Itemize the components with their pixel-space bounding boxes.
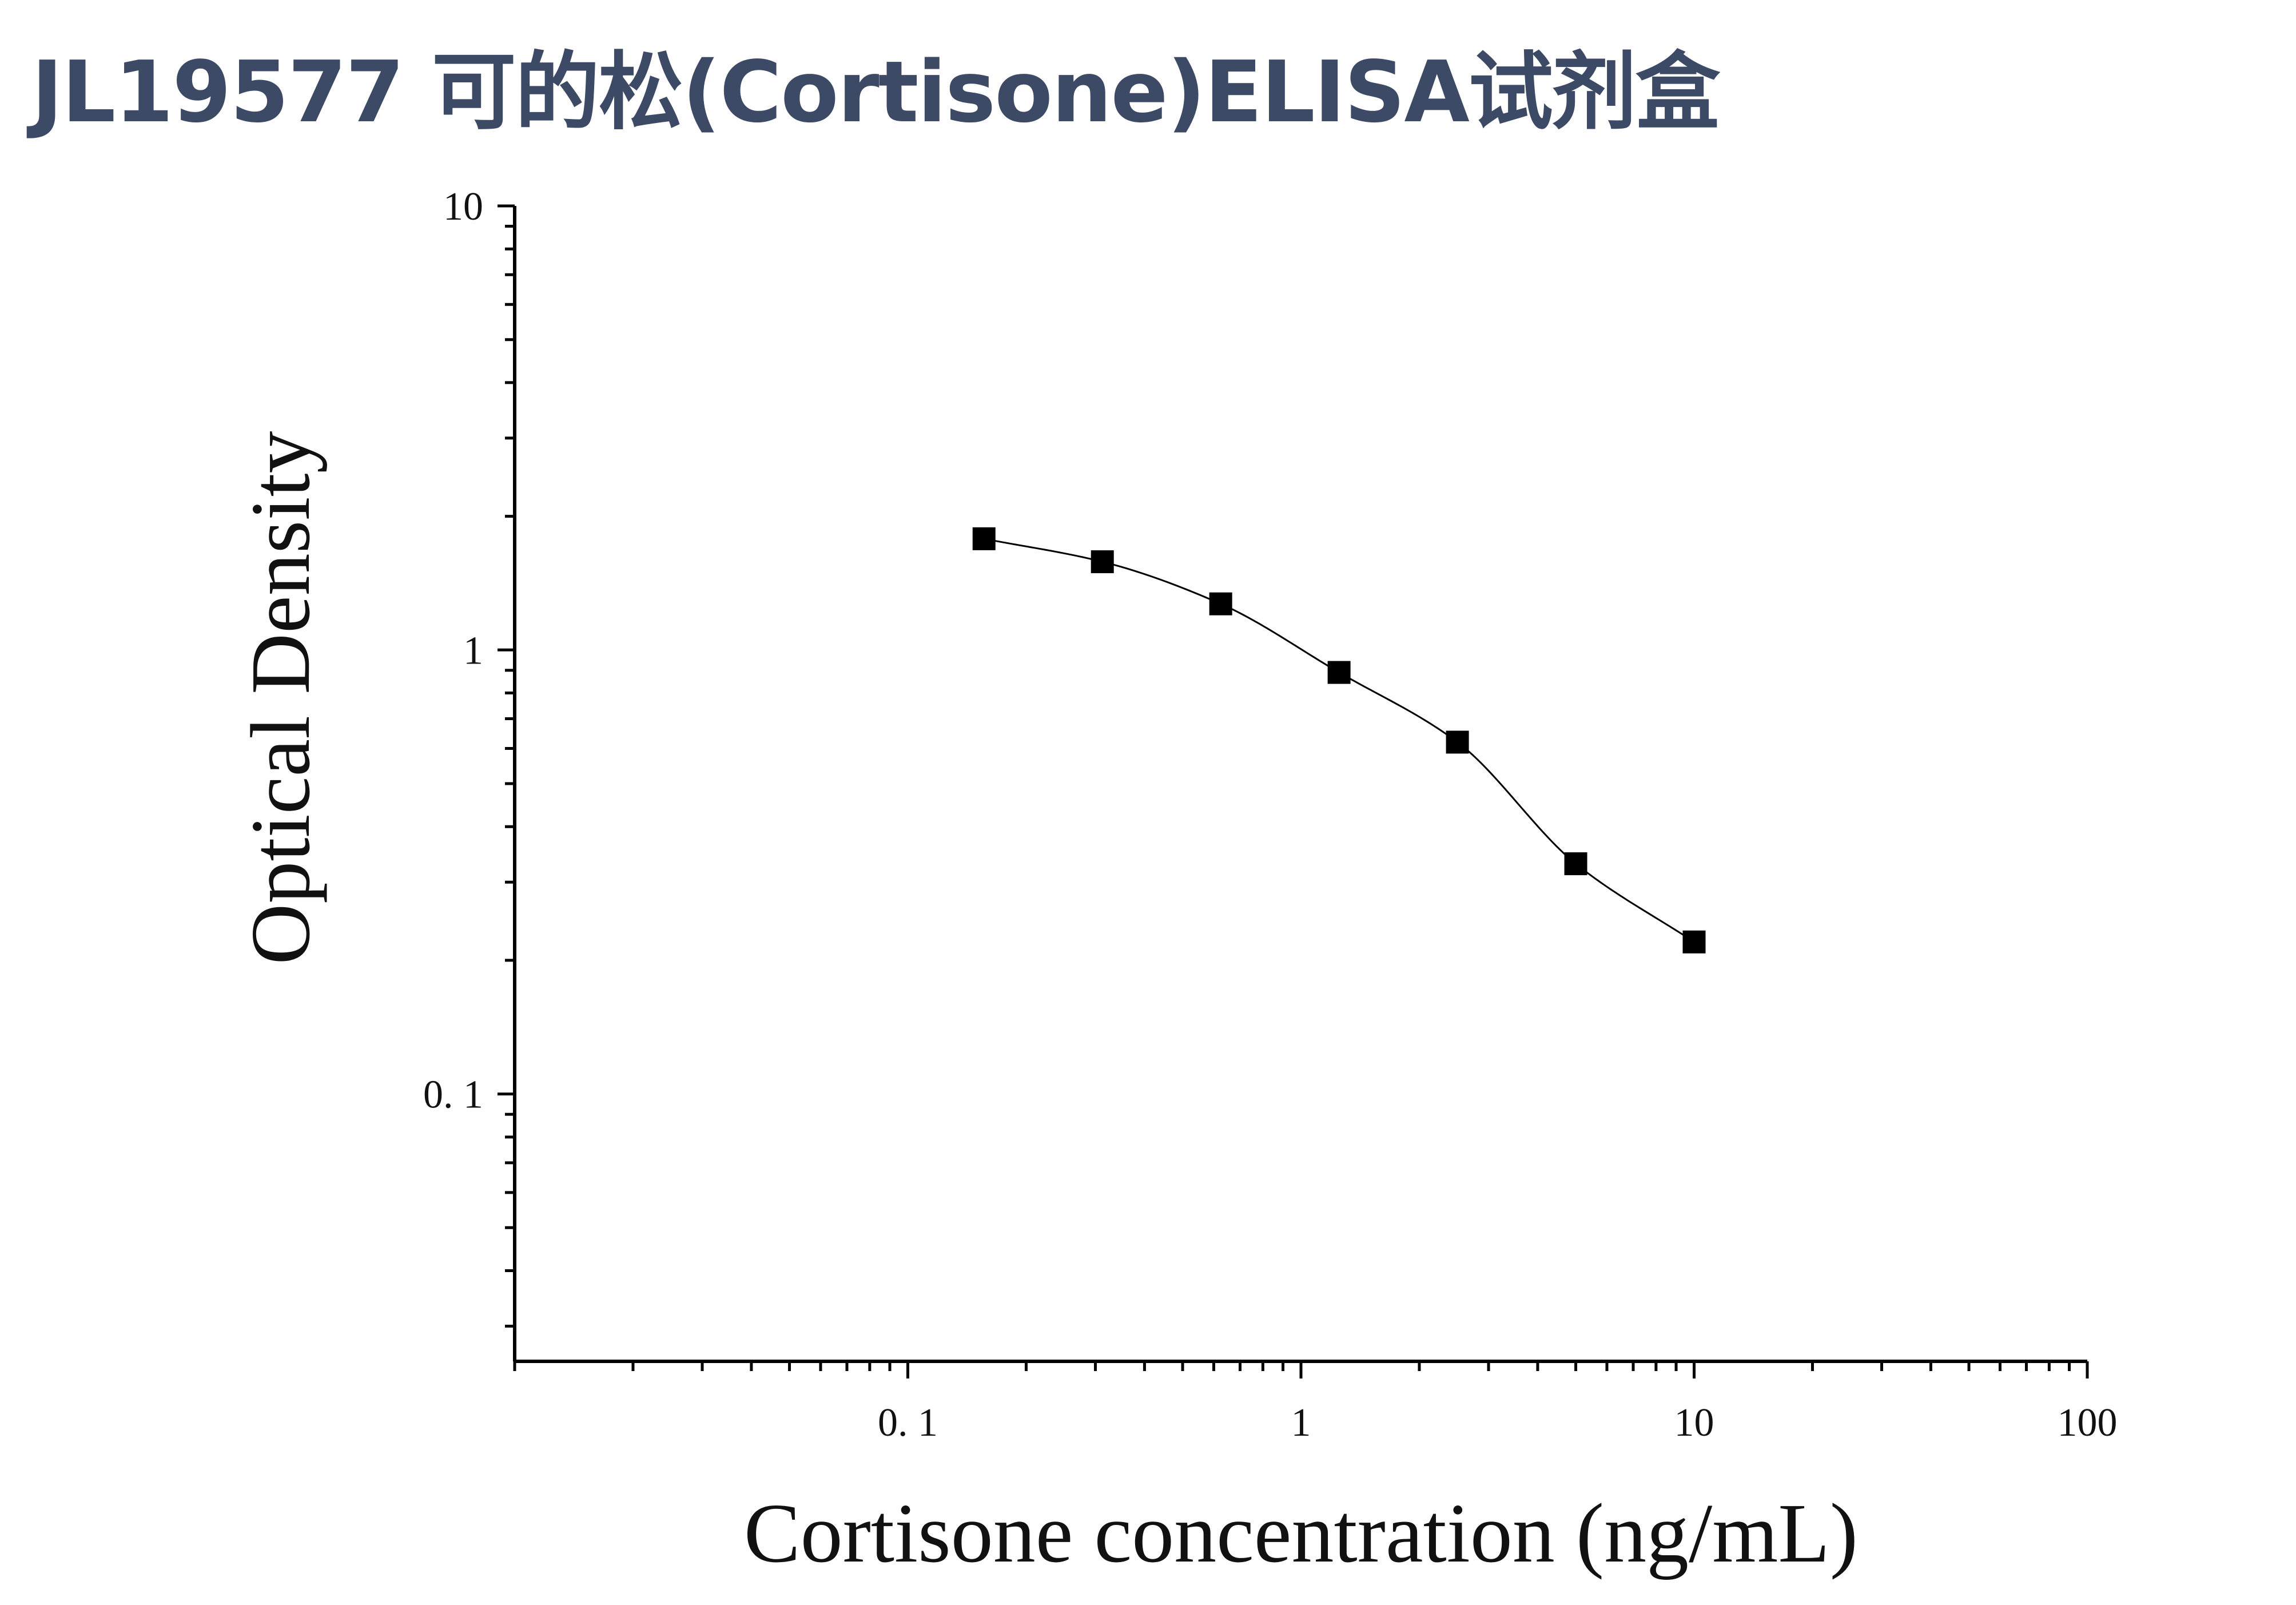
x-tick-label: 10 bbox=[1674, 1401, 1714, 1445]
data-point bbox=[1327, 661, 1351, 684]
x-tick-label: 0. 1 bbox=[878, 1401, 938, 1445]
y-tick-label: 0. 1 bbox=[423, 1073, 483, 1117]
page-title: JL19577 可的松(Cortisone)ELISA试剂盒 bbox=[31, 43, 1720, 141]
data-point bbox=[1091, 550, 1114, 574]
data-point bbox=[1209, 592, 1232, 615]
chart-axes bbox=[513, 206, 2087, 1363]
data-point bbox=[1446, 730, 1469, 754]
data-point bbox=[972, 527, 996, 550]
x-tick-label: 1 bbox=[1291, 1401, 1311, 1445]
fit-curve bbox=[984, 538, 1695, 943]
y-axis-label: Optical Density bbox=[234, 431, 328, 964]
y-tick-label: 10 bbox=[443, 185, 483, 229]
fit-curve-group bbox=[984, 538, 1695, 943]
chart-ticks: 0. 1 1 10 100 0. 1 1 10 bbox=[423, 185, 2118, 1445]
data-point bbox=[1564, 852, 1587, 876]
data-point bbox=[1682, 930, 1706, 954]
x-axis-label: Cortisone concentration (ng/mL) bbox=[744, 1487, 1858, 1580]
x-tick-label: 100 bbox=[2058, 1401, 2118, 1445]
y-tick-label: 1 bbox=[463, 629, 483, 673]
data-points bbox=[972, 527, 1706, 954]
